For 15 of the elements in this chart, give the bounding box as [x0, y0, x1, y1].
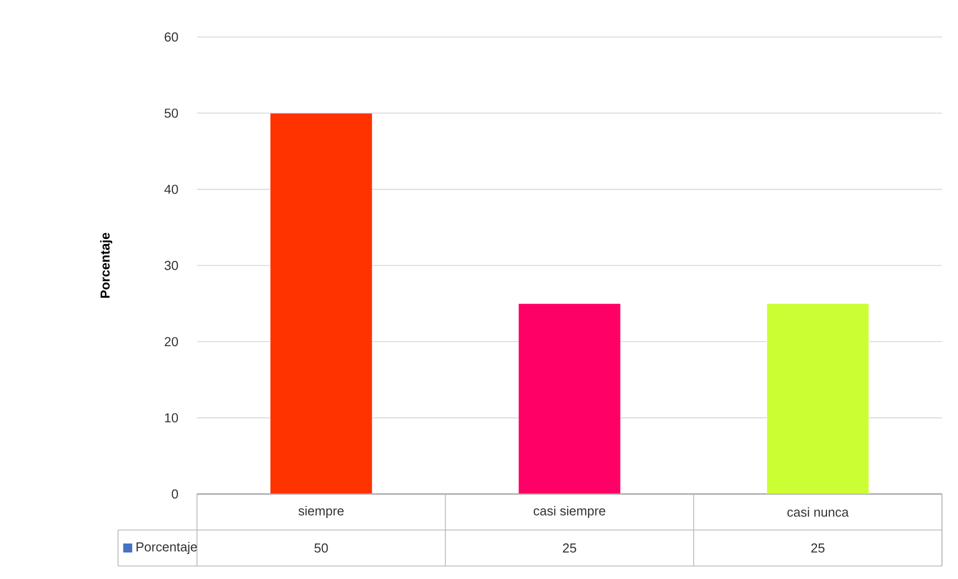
y-tick-label: 10 [165, 413, 178, 422]
data-label: 25 [562, 543, 576, 553]
y-tick-label: 20 [164, 337, 178, 346]
y-tick-label: 40 [164, 184, 178, 194]
data-label: 25 [811, 543, 824, 553]
y-tick-label: 60 [164, 32, 178, 42]
x-tick-label: siempre [298, 506, 344, 518]
y-tick-label: 30 [164, 260, 178, 270]
data-label: 50 [314, 543, 328, 553]
y-tick-label: 0 [172, 489, 178, 499]
x-tick-label: casi siempre [534, 506, 606, 518]
x-tick-label: casi nunca [787, 507, 849, 517]
y-tick-label: 50 [164, 108, 178, 118]
y-axis-title: Porcentaje [100, 232, 112, 298]
text: Porcentaje [136, 542, 197, 554]
